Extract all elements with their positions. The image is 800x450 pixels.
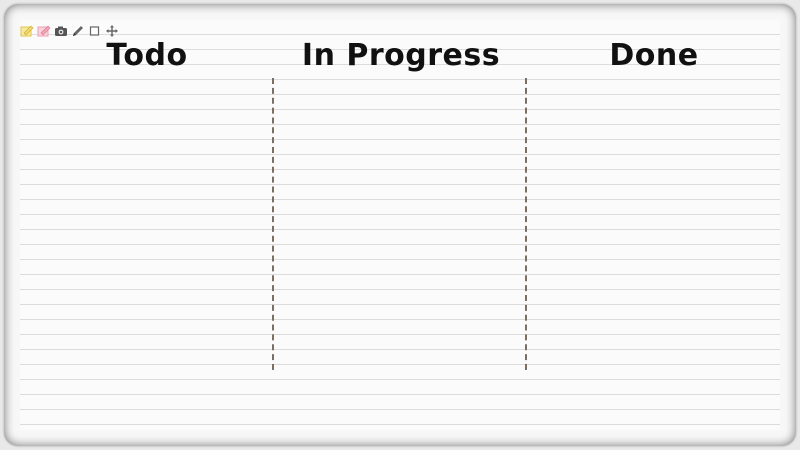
in-progress-column[interactable] — [275, 80, 525, 425]
done-column[interactable] — [528, 80, 780, 425]
column-title-todo: Todo — [106, 38, 188, 73]
column-title-done: Done — [609, 38, 699, 73]
move-arrows-icon[interactable] — [105, 24, 119, 38]
lined-paper-canvas[interactable] — [20, 20, 780, 430]
toolbar — [20, 23, 119, 39]
yellow-sticky-note-icon[interactable] — [20, 24, 34, 38]
pencil-icon[interactable] — [71, 24, 85, 38]
column-divider — [272, 78, 274, 370]
camera-icon[interactable] — [54, 24, 68, 38]
rectangle-icon[interactable] — [88, 24, 102, 38]
pink-sticky-note-icon[interactable] — [37, 24, 51, 38]
column-title-in-progress: In Progress — [301, 38, 501, 73]
todo-column[interactable] — [20, 80, 272, 425]
column-divider — [525, 78, 527, 370]
